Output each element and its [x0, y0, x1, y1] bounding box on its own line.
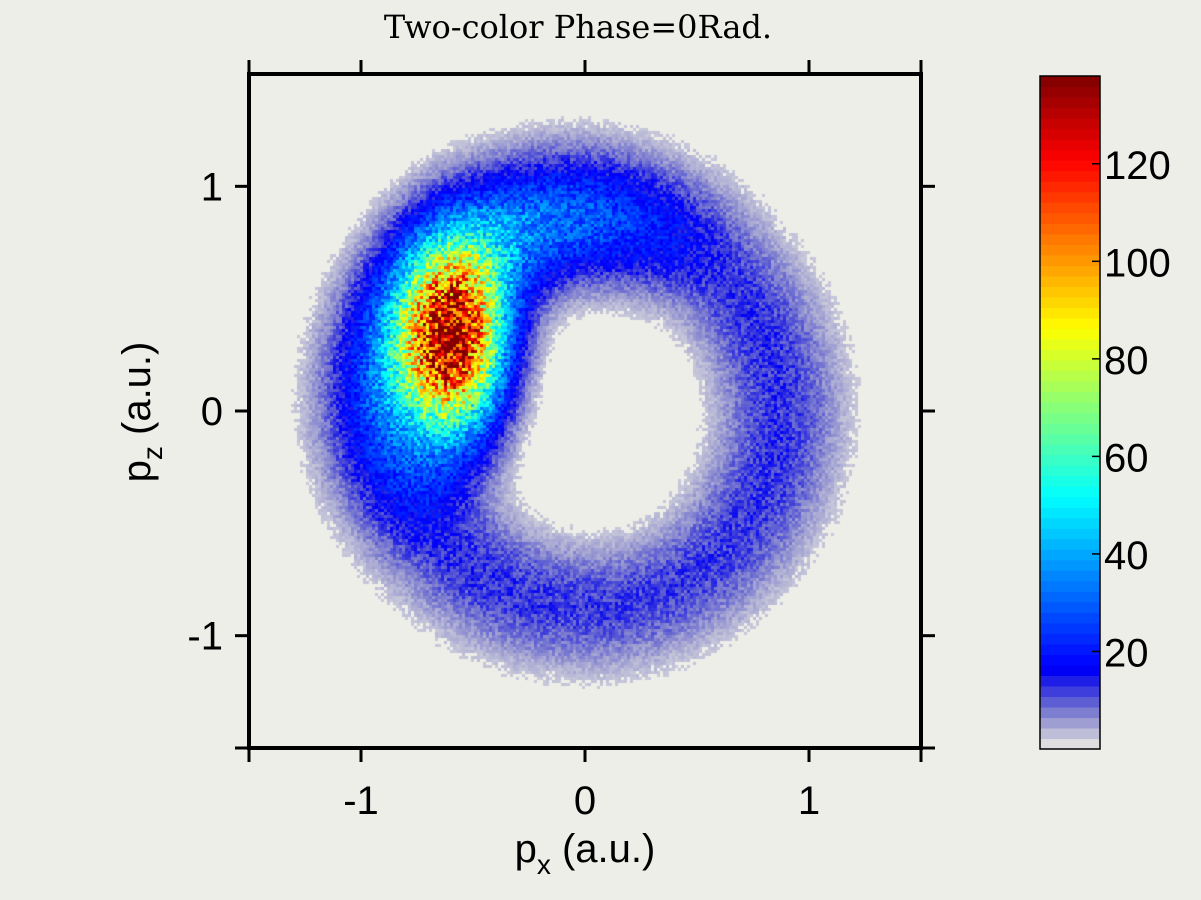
colorbar-swatch [1040, 328, 1100, 340]
colorbar-swatch [1040, 202, 1100, 214]
colorbar-swatch [1040, 486, 1100, 498]
colorbar-tick-label: 60 [1104, 436, 1149, 480]
colorbar-swatch [1040, 359, 1100, 372]
colorbar-tick-label: 80 [1104, 339, 1149, 383]
colorbar-tick-label: 20 [1104, 631, 1149, 675]
colorbar-swatch [1040, 675, 1100, 687]
colorbar-swatch [1040, 212, 1100, 224]
colorbar-swatch [1040, 296, 1100, 308]
colorbar-swatch [1040, 233, 1100, 245]
colorbar-frame [1039, 75, 1101, 750]
colorbar-swatch [1040, 622, 1100, 634]
colorbar-swatch [1040, 76, 1100, 88]
colorbar-swatch [1040, 380, 1100, 393]
colorbar-tick-label: 120 [1104, 144, 1171, 188]
colorbar-swatch [1040, 170, 1100, 182]
colorbar-swatch [1040, 664, 1100, 676]
colorbar-swatch [1040, 601, 1100, 613]
colorbar-swatch [1040, 338, 1100, 351]
colorbar-swatch [1040, 286, 1100, 298]
colorbar-swatch [1040, 528, 1100, 540]
colorbar-swatch [1040, 139, 1100, 151]
colorbar-swatch [1040, 97, 1100, 109]
colorbar-swatch [1040, 223, 1100, 235]
y-tick-label: 1 [201, 165, 223, 209]
colorbar-swatch [1040, 538, 1100, 550]
colorbar-swatch [1040, 433, 1100, 445]
colorbar-swatch [1040, 727, 1100, 740]
colorbar-swatch [1040, 244, 1100, 256]
colorbar-swatch [1040, 580, 1100, 592]
colorbar-swatch [1040, 738, 1100, 750]
y-tick-label: 0 [201, 390, 223, 434]
colorbar-swatch [1040, 149, 1100, 161]
colorbar-swatch [1040, 128, 1100, 140]
colorbar-swatch [1040, 391, 1100, 403]
colorbar-swatch [1040, 559, 1100, 571]
colorbar-swatch [1040, 444, 1100, 456]
colorbar-swatch [1040, 549, 1100, 561]
colorbar-swatch [1040, 265, 1100, 277]
colorbar-swatch [1040, 465, 1100, 477]
colorbar-swatch [1040, 160, 1100, 172]
colorbar [1040, 76, 1100, 750]
colorbar-swatch [1040, 307, 1100, 319]
colorbar-swatch [1040, 591, 1100, 603]
x-tick-label: 0 [574, 779, 596, 823]
x-axis-label: px (a.u.) [515, 827, 656, 880]
colorbar-swatch [1040, 570, 1100, 582]
colorbar-swatch [1040, 86, 1100, 98]
colorbar-swatch [1040, 706, 1100, 719]
colorbar-swatch [1040, 685, 1100, 698]
colorbar-swatch [1040, 475, 1100, 487]
colorbar-swatch [1040, 370, 1100, 382]
colorbar-swatch [1040, 401, 1100, 414]
heatmap-raster [249, 74, 921, 748]
colorbar-swatch [1040, 654, 1100, 666]
colorbar-swatch [1040, 412, 1100, 424]
colorbar-swatch [1040, 643, 1100, 655]
x-tick-label: 1 [798, 779, 820, 823]
colorbar-swatch [1040, 612, 1100, 624]
colorbar-swatch [1040, 118, 1100, 130]
colorbar-swatch [1040, 696, 1100, 708]
chart-title: Two-color Phase=0Rad. [384, 8, 772, 46]
colorbar-swatch [1040, 254, 1100, 266]
colorbar-swatch [1040, 517, 1100, 529]
colorbar-swatch [1040, 107, 1100, 119]
colorbar-tick-label: 40 [1104, 534, 1149, 578]
colorbar-swatch [1040, 275, 1100, 287]
colorbar-swatch [1040, 423, 1100, 435]
y-axis-label: pz (a.u.) [115, 342, 168, 483]
colorbar-swatch [1040, 349, 1100, 361]
colorbar-swatch [1040, 496, 1100, 508]
y-tick-label: -1 [187, 615, 223, 659]
colorbar-tick-label: 100 [1104, 241, 1171, 285]
colorbar-swatch [1040, 191, 1100, 203]
colorbar-swatch [1040, 717, 1100, 729]
colorbar-swatch [1040, 181, 1100, 193]
axis-ticks [235, 60, 935, 762]
colorbar-swatch [1040, 507, 1100, 519]
colorbar-swatch [1040, 454, 1100, 466]
colorbar-swatch [1040, 317, 1100, 329]
colorbar-swatch [1040, 633, 1100, 645]
heatmap-image [249, 74, 921, 748]
x-tick-label: -1 [343, 779, 379, 823]
